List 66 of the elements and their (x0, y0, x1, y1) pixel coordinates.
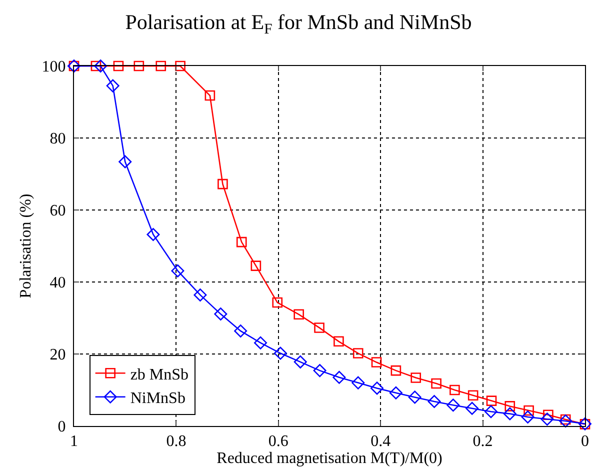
point (294, 355, 307, 368)
y-axis-title: Polarisation (%) (18, 194, 35, 298)
point (466, 402, 479, 415)
point (560, 414, 571, 425)
y-tick-label: 80 (50, 130, 66, 148)
point (106, 79, 120, 92)
point (410, 372, 422, 383)
point (486, 396, 497, 406)
point (272, 297, 283, 308)
x-tick-label: 0 (581, 433, 589, 450)
x-tick-label: 1 (70, 433, 78, 450)
point (370, 382, 384, 395)
point (254, 336, 268, 350)
y-tick-label: 40 (50, 274, 66, 292)
point (468, 390, 478, 401)
point (559, 414, 572, 428)
point (94, 60, 108, 72)
legend-label: zb MnSb (130, 366, 189, 384)
y-tick-label: 100 (42, 58, 66, 76)
point (113, 60, 124, 72)
y-tick-label: 60 (50, 202, 66, 220)
point (540, 412, 554, 426)
point (314, 322, 324, 333)
point (521, 410, 534, 424)
point (389, 386, 402, 400)
point (90, 60, 102, 72)
point (504, 401, 516, 412)
point (332, 370, 346, 384)
point (446, 398, 460, 412)
legend-label: NiMnSb (130, 390, 186, 408)
point (352, 376, 365, 390)
point (175, 60, 186, 72)
x-tick-label: 0.8 (166, 433, 186, 450)
point (204, 90, 216, 101)
point (408, 390, 422, 404)
x-tick-label: 0.2 (472, 433, 493, 450)
point (146, 228, 160, 241)
point (274, 346, 287, 360)
point (134, 60, 144, 72)
point (236, 236, 247, 248)
y-tick-label: 20 (50, 346, 66, 364)
chart-title: Polarisation at E$_{F}$ for MnSb and NiMnSb (125, 10, 472, 38)
point (214, 308, 228, 321)
x-axis-title: Reduced magnetisation M(T)/M(0) (216, 450, 442, 468)
point (156, 60, 166, 72)
point (234, 324, 248, 338)
point (524, 405, 534, 416)
point (431, 378, 442, 389)
point (390, 365, 402, 376)
point (428, 395, 441, 408)
point (171, 264, 184, 278)
point (313, 364, 326, 378)
point (352, 348, 364, 358)
point (450, 384, 460, 396)
point (484, 405, 498, 418)
point (503, 407, 516, 420)
point (250, 260, 262, 271)
point (194, 288, 207, 302)
point (334, 336, 344, 347)
point (218, 178, 228, 190)
point (118, 155, 132, 168)
x-tick-label: 0.4 (370, 433, 391, 450)
x-tick-label: 0.6 (268, 433, 288, 450)
y-tick-label: 0 (58, 418, 66, 436)
point (294, 309, 304, 320)
point (371, 357, 382, 368)
